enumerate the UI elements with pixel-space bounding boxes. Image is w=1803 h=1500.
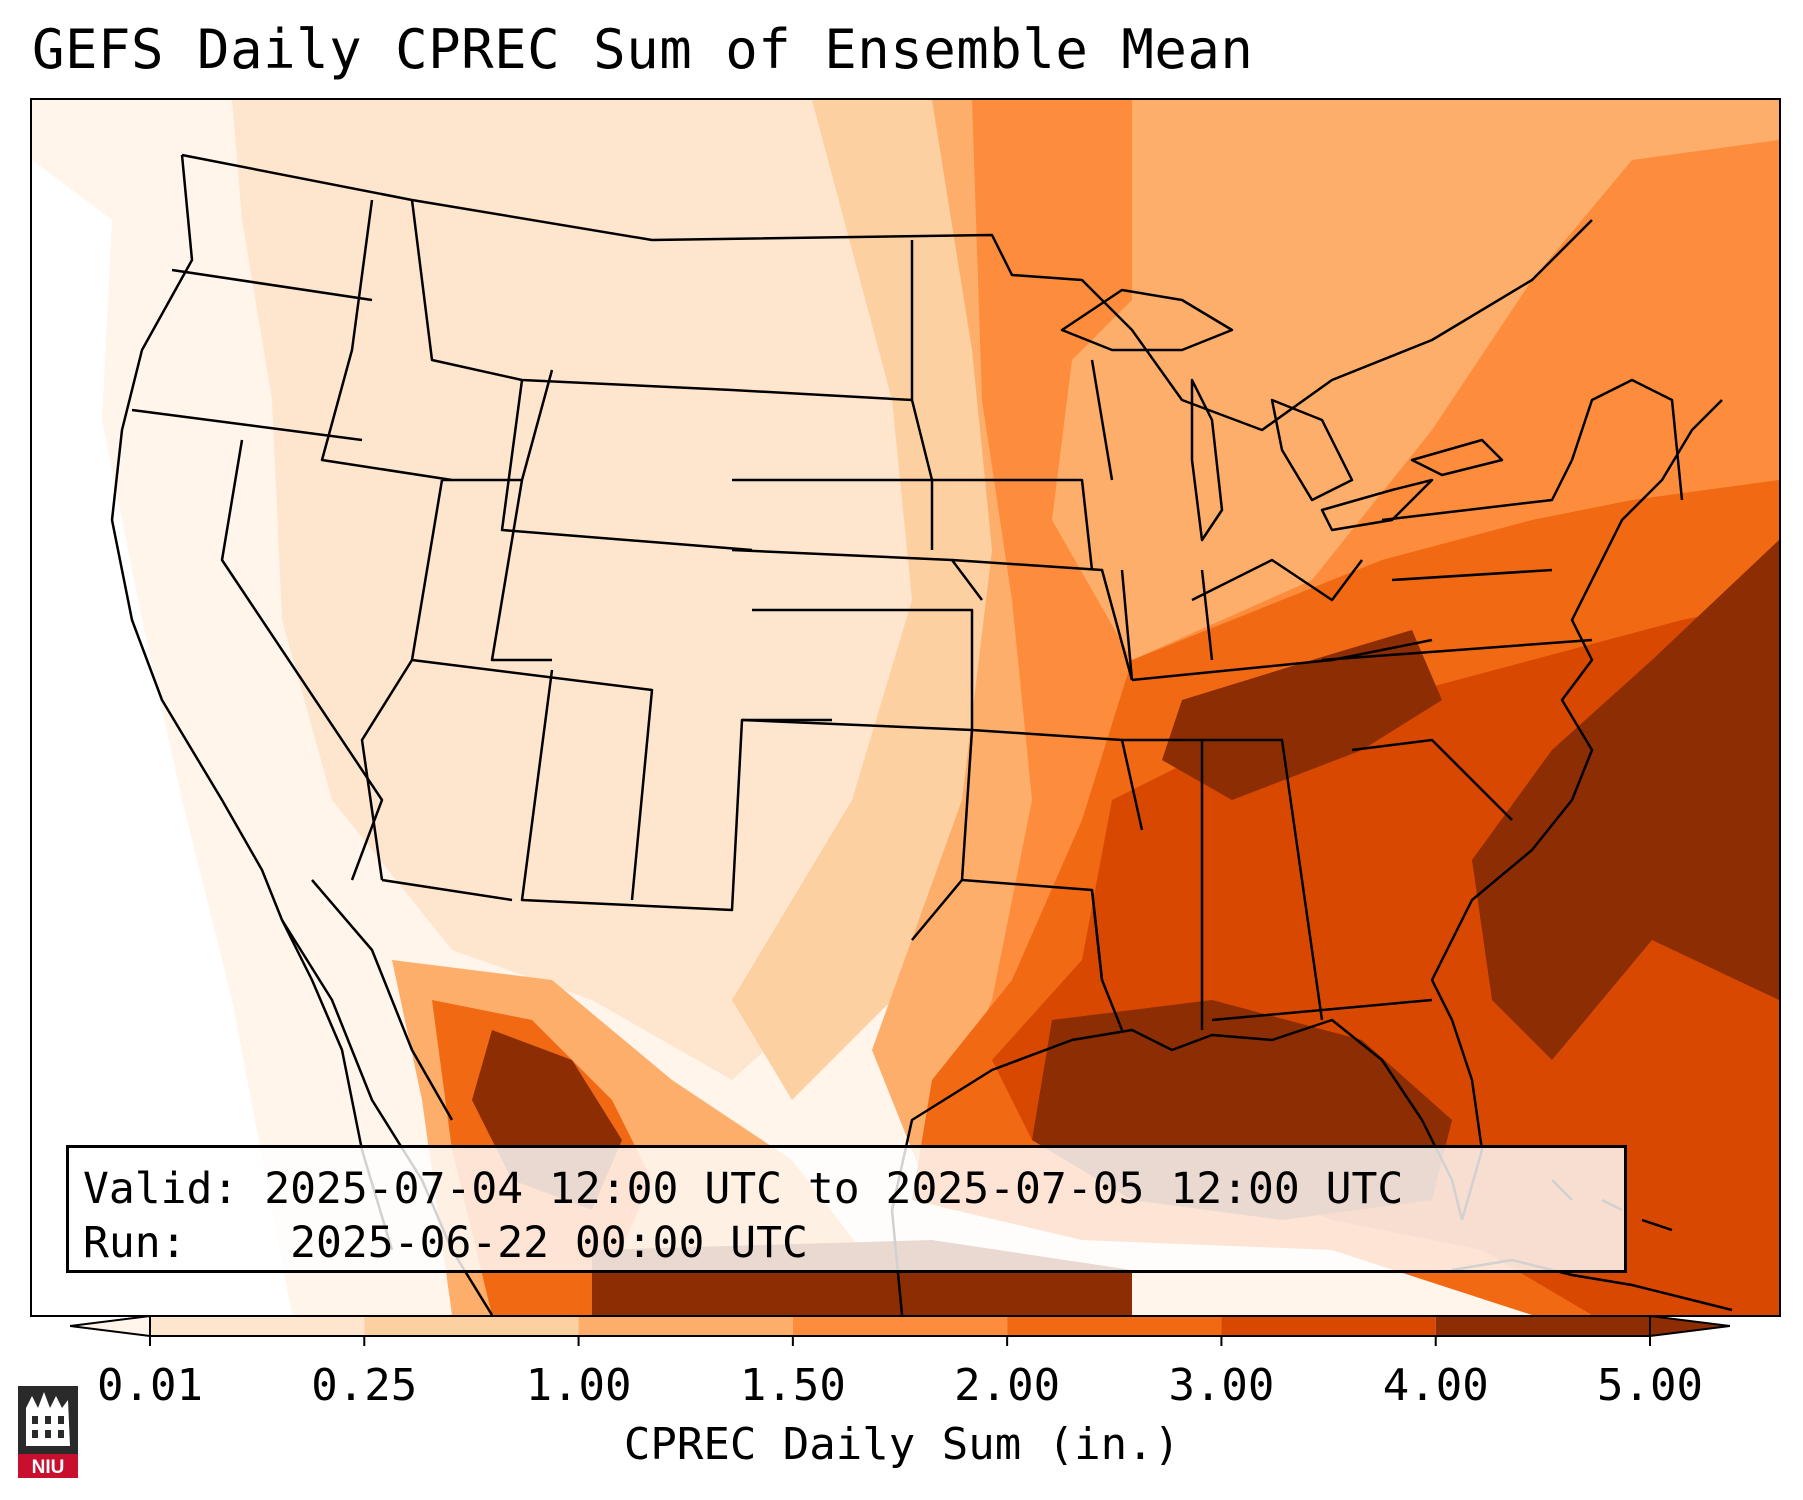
colorbar (70, 1316, 1730, 1346)
state-line-sc-nc (1351, 738, 1513, 821)
colorbar-segment (792, 1316, 1008, 1336)
state-line-ia-mo (951, 558, 1134, 681)
west-coastline (110, 154, 394, 1251)
colorbar-tick-label: 0.01 (97, 1360, 203, 1411)
niu-logo: NIU (18, 1386, 78, 1478)
precip-none-pacific (32, 160, 292, 1315)
state-line-al-ga (1202, 738, 1324, 1021)
gulf-of-california-coast (311, 879, 454, 1121)
state-line-or-ca (131, 408, 363, 442)
colorbar-segment (364, 1316, 579, 1336)
precip-max-tennessee (1162, 630, 1442, 800)
colorbar-tick-label: 2.00 (954, 1360, 1061, 1411)
state-line-il-in (1120, 569, 1214, 681)
state-line-ut-co (442, 369, 554, 662)
lake-huron (1270, 398, 1354, 502)
lake-superior (1060, 288, 1234, 352)
colorbar-segment (1435, 1316, 1650, 1336)
run-value: 2025-06-22 00:00 UTC (290, 1218, 808, 1268)
state-line-pa-md (1391, 568, 1553, 582)
state-line-ga-fl (1211, 998, 1433, 1022)
lake-erie (1320, 478, 1434, 532)
state-line-la-ms (1090, 889, 1124, 1031)
map-canvas (32, 100, 1779, 1315)
colorbar-tick-label: 0.25 (311, 1360, 418, 1411)
state-boundaries (110, 153, 1723, 1315)
colorbar-tick-label: 5.00 (1597, 1360, 1703, 1411)
atlantic-coastline (1430, 399, 1723, 1221)
colorbar-tick-label: 4.00 (1382, 1360, 1489, 1411)
colorbar-extend-low (70, 1316, 151, 1338)
valid-label: Valid: (83, 1164, 239, 1214)
state-line-tx-ok (741, 718, 974, 941)
lake-ontario (1410, 438, 1504, 477)
state-line-mt-wy (410, 199, 733, 392)
state-line-az (360, 659, 513, 902)
precip-light-west (232, 100, 992, 1080)
colorbar-segment (578, 1316, 793, 1336)
colorbar-tick-label: 3.00 (1168, 1360, 1275, 1411)
state-line-mn-ia (932, 478, 1094, 571)
colorbar-segments (70, 1316, 1730, 1338)
colorbar-tick-label: 1.00 (525, 1360, 632, 1411)
colorbar-segment (150, 1316, 365, 1336)
colorbar-outline (149, 1316, 1651, 1337)
state-line-ky-oh (1191, 558, 1363, 602)
state-line-ca-nv (220, 439, 384, 881)
colorbar-ticks (149, 1336, 1651, 1346)
state-line-wy-co (500, 379, 753, 552)
us-canada-border (181, 153, 1593, 432)
state-line-ok-ks (752, 608, 974, 730)
state-line-wi-mi (1090, 359, 1114, 481)
valid-value: 2025-07-04 12:00 UTC to 2025-07-05 12:00… (264, 1164, 1404, 1214)
precip-max-atlantic (1472, 540, 1779, 1060)
valid-run-box: Valid: 2025-07-04 12:00 UTC to 2025-07-0… (66, 1145, 1627, 1273)
run-label: Run: (83, 1218, 187, 1268)
map-title: GEFS Daily CPREC Sum of Ensemble Mean (32, 18, 1254, 81)
state-line-nc-va (1321, 638, 1593, 662)
precipitation-map (30, 98, 1781, 1317)
gulf-coastline (890, 1018, 1464, 1315)
colorbar-segment (1007, 1316, 1222, 1336)
colorbar-tick-label: 1.50 (739, 1360, 846, 1411)
svg-text:NIU: NIU (32, 1457, 65, 1478)
colorbar-label: CPREC Daily Sum (in.) (623, 1419, 1181, 1470)
state-line-nv-ut (410, 479, 444, 661)
state-line-wa-or (171, 268, 373, 302)
precip-field (32, 100, 1779, 1315)
colorbar-extend-high (1649, 1316, 1730, 1338)
state-line-new-england (1570, 378, 1684, 501)
lake-michigan (1190, 378, 1224, 542)
state-line-id (320, 199, 453, 482)
state-line-pa-ny (1381, 459, 1574, 522)
state-line-nm-tx (520, 669, 832, 912)
state-line-az-nm (411, 658, 654, 901)
colorbar-segment (1221, 1316, 1436, 1336)
